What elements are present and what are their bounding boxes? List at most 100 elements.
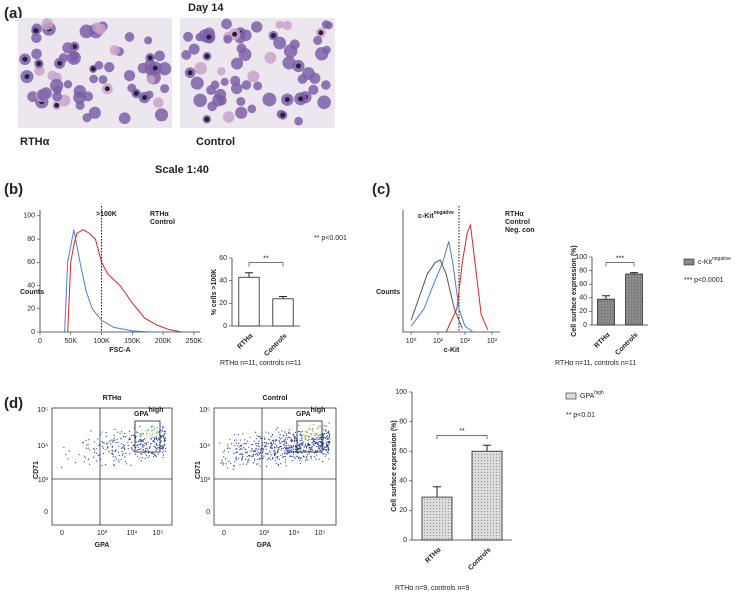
event-dot: [282, 435, 284, 437]
event-dot: [292, 455, 294, 457]
nucleus: [90, 66, 96, 72]
event-dot: [303, 433, 305, 436]
event-dot: [247, 458, 249, 461]
event-dot: [141, 441, 143, 443]
x-axis-label: c-Kit: [444, 347, 460, 354]
event-dot: [123, 432, 126, 435]
event-dot: [242, 455, 244, 457]
cell: [294, 116, 303, 126]
event-dot: [140, 435, 142, 437]
event-dot: [284, 441, 286, 443]
event-dot: [246, 456, 248, 458]
event-dot: [301, 430, 303, 432]
event-dot: [137, 431, 139, 433]
y-tick-label: 20: [27, 306, 35, 313]
y-tick-label: 80: [399, 418, 407, 425]
event-dot: [309, 428, 311, 430]
event-dot: [163, 437, 165, 439]
event-dot: [253, 440, 255, 442]
event-dot: [271, 440, 274, 442]
footnote: RTHα n=11, controls n=11: [220, 360, 301, 367]
event-dot: [321, 461, 324, 463]
nucleus: [152, 65, 158, 71]
event-dot: [227, 448, 229, 450]
event-dot: [127, 445, 129, 447]
event-dot: [139, 425, 141, 427]
event-dot: [140, 440, 143, 442]
error-bar: [279, 296, 287, 299]
event-dot: [154, 454, 156, 456]
event-dot: [257, 453, 259, 455]
event-dot: [284, 459, 287, 461]
event-dot: [328, 436, 331, 438]
event-dot: [289, 455, 291, 457]
cell: [109, 45, 120, 56]
cell: [207, 101, 218, 112]
y-axis-label: Counts: [376, 289, 400, 296]
event-dot: [87, 444, 89, 446]
event-dot: [135, 446, 137, 449]
cell: [153, 97, 164, 108]
event-dot: [155, 455, 157, 457]
event-dot: [222, 464, 224, 466]
event-dot: [318, 443, 320, 445]
event-dot: [113, 459, 115, 462]
event-dot: [299, 444, 301, 446]
cell: [194, 62, 208, 75]
event-dot: [274, 440, 277, 442]
event-dot: [317, 438, 319, 441]
event-dot: [295, 437, 297, 440]
x-tick-label: 10⁴: [289, 530, 300, 537]
event-dot: [328, 458, 330, 460]
event-dot: [113, 464, 115, 466]
event-dot: [284, 456, 287, 458]
event-dot: [125, 452, 127, 455]
bar: [238, 276, 260, 327]
cell: [321, 20, 331, 29]
event-dot: [112, 456, 114, 458]
event-dot: [292, 451, 295, 453]
event-dot: [144, 448, 147, 450]
event-dot: [259, 452, 261, 454]
event-dot: [156, 426, 158, 429]
event-dot: [297, 444, 299, 446]
event-dot: [273, 452, 275, 455]
cell: [154, 108, 169, 122]
event-dot: [162, 436, 164, 438]
event-dot: [247, 460, 249, 462]
scale-label: Scale 1:40: [155, 164, 209, 176]
event-dot: [238, 442, 240, 444]
event-dot: [271, 444, 274, 446]
event-dot: [327, 444, 329, 446]
event-dot: [243, 447, 245, 449]
event-dot: [270, 441, 272, 443]
event-dot: [267, 453, 269, 455]
event-dot: [245, 463, 248, 465]
panel-label: (a): [4, 5, 22, 22]
event-dot: [288, 432, 290, 434]
event-dot: [325, 430, 327, 432]
event-dot: [283, 452, 285, 454]
event-dot: [316, 454, 318, 456]
event-dot: [65, 454, 67, 456]
event-dot: [163, 438, 166, 441]
event-dot: [118, 445, 120, 447]
event-dot: [301, 452, 303, 454]
event-dot: [149, 433, 151, 435]
event-dot: [88, 439, 90, 441]
event-dot: [248, 446, 250, 448]
event-dot: [223, 462, 225, 464]
event-dot: [153, 455, 155, 458]
event-dot: [276, 446, 278, 448]
event-dot: [313, 445, 315, 447]
event-dot: [291, 451, 293, 453]
event-dot: [153, 428, 156, 430]
event-dot: [107, 447, 109, 449]
event-dot: [151, 425, 153, 427]
event-dot: [313, 443, 315, 445]
event-dot: [255, 450, 257, 452]
event-dot: [222, 451, 224, 453]
event-dot: [314, 433, 316, 435]
cell: [313, 35, 323, 45]
event-dot: [281, 437, 283, 439]
